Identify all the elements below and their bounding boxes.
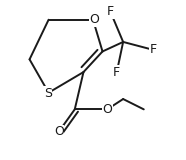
Text: F: F — [150, 43, 157, 56]
Text: F: F — [107, 5, 114, 18]
Text: F: F — [113, 66, 120, 79]
Text: S: S — [44, 87, 52, 100]
Text: O: O — [54, 125, 64, 138]
Text: O: O — [90, 13, 100, 26]
Text: O: O — [102, 103, 112, 116]
